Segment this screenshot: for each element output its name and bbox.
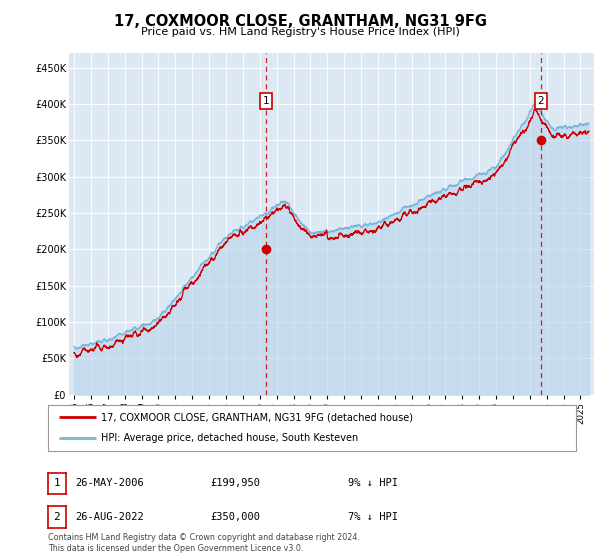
Text: Contains HM Land Registry data © Crown copyright and database right 2024.
This d: Contains HM Land Registry data © Crown c…: [48, 533, 360, 553]
Text: HPI: Average price, detached house, South Kesteven: HPI: Average price, detached house, Sout…: [101, 433, 358, 444]
Text: 9% ↓ HPI: 9% ↓ HPI: [348, 478, 398, 488]
Text: Price paid vs. HM Land Registry's House Price Index (HPI): Price paid vs. HM Land Registry's House …: [140, 27, 460, 37]
Text: £350,000: £350,000: [210, 512, 260, 522]
Text: 2: 2: [538, 96, 544, 106]
Text: 7% ↓ HPI: 7% ↓ HPI: [348, 512, 398, 522]
Text: 17, COXMOOR CLOSE, GRANTHAM, NG31 9FG: 17, COXMOOR CLOSE, GRANTHAM, NG31 9FG: [113, 14, 487, 29]
Text: 26-MAY-2006: 26-MAY-2006: [75, 478, 144, 488]
Text: 1: 1: [263, 96, 269, 106]
Text: 17, COXMOOR CLOSE, GRANTHAM, NG31 9FG (detached house): 17, COXMOOR CLOSE, GRANTHAM, NG31 9FG (d…: [101, 412, 413, 422]
Text: 26-AUG-2022: 26-AUG-2022: [75, 512, 144, 522]
Text: 2: 2: [53, 512, 61, 522]
Text: 1: 1: [53, 478, 61, 488]
Text: £199,950: £199,950: [210, 478, 260, 488]
